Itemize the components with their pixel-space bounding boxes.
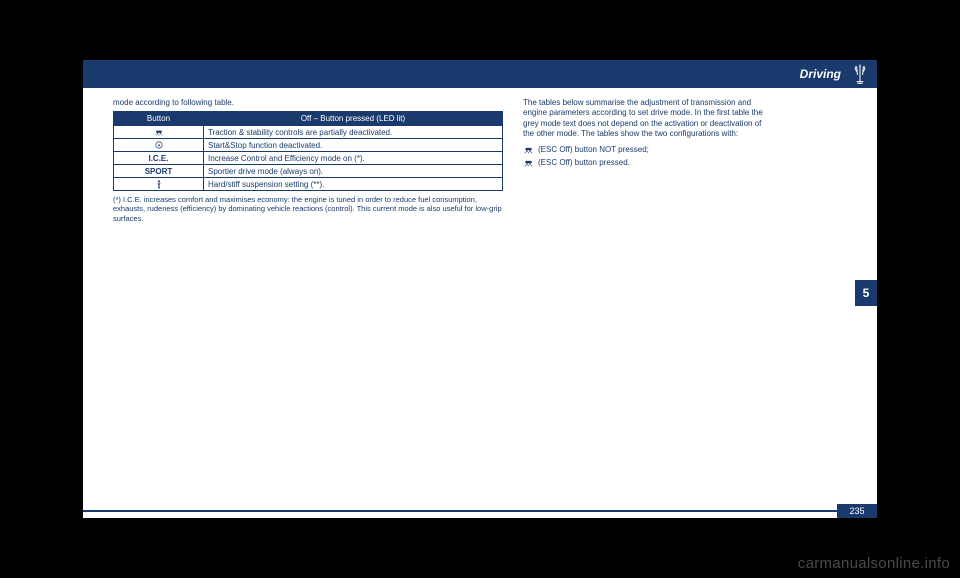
- legend-item: (ESC Off) button pressed.: [523, 157, 773, 168]
- table-row: A Start&Stop function deactivated.: [114, 139, 503, 152]
- btn-cell: [114, 126, 204, 139]
- table-row: I.C.E. Increase Control and Efficiency m…: [114, 152, 503, 165]
- trident-logo: [851, 63, 869, 85]
- desc-cell: Start&Stop function deactivated.: [204, 139, 503, 152]
- desc-cell: Sportier drive mode (always on).: [204, 165, 503, 178]
- legend: (ESC Off) button NOT pressed; (ESC Off) …: [523, 144, 773, 168]
- legend-item: (ESC Off) button NOT pressed;: [523, 144, 773, 155]
- content-area: mode according to following table. Butto…: [113, 98, 773, 223]
- table-row: SPORT Sportier drive mode (always on).: [114, 165, 503, 178]
- watermark: carmanualsonline.info: [798, 555, 950, 572]
- right-column: The tables below summarise the adjustmen…: [523, 98, 773, 223]
- damper-icon: [154, 179, 164, 189]
- car-skid-icon: [154, 127, 164, 137]
- car-skid-icon: [523, 157, 534, 168]
- svg-text:A: A: [157, 143, 160, 147]
- table-header-row: Button Off – Button pressed (LED lit): [114, 112, 503, 126]
- footer-bar: 235: [83, 504, 877, 518]
- th-button: Button: [114, 112, 204, 126]
- page-number: 235: [837, 504, 877, 518]
- car-skid-icon: [523, 144, 534, 155]
- desc-cell: Traction & stability controls are partia…: [204, 126, 503, 139]
- modes-table: Button Off – Button pressed (LED lit) Tr…: [113, 111, 503, 191]
- legend-text: (ESC Off) button pressed.: [538, 158, 630, 167]
- right-paragraph: The tables below summarise the adjustmen…: [523, 98, 773, 140]
- header-bar: Driving: [83, 60, 877, 88]
- btn-cell: A: [114, 139, 204, 152]
- table-row: Hard/stiff suspension setting (**).: [114, 178, 503, 191]
- desc-cell: Increase Control and Efficiency mode on …: [204, 152, 503, 165]
- footnote: (*) I.C.E. increases comfort and maximis…: [113, 195, 503, 223]
- start-stop-icon: A: [154, 140, 164, 150]
- section-title: Driving: [800, 67, 841, 81]
- left-column: mode according to following table. Butto…: [113, 98, 503, 223]
- intro-text: mode according to following table.: [113, 98, 503, 107]
- footer-line: [83, 510, 837, 518]
- manual-page: Driving mode according to following tabl…: [83, 60, 877, 518]
- btn-cell: SPORT: [114, 165, 204, 178]
- btn-cell: I.C.E.: [114, 152, 204, 165]
- desc-cell: Hard/stiff suspension setting (**).: [204, 178, 503, 191]
- th-desc: Off – Button pressed (LED lit): [204, 112, 503, 126]
- table-row: Traction & stability controls are partia…: [114, 126, 503, 139]
- btn-cell: [114, 178, 204, 191]
- chapter-tab: 5: [855, 280, 877, 306]
- legend-text: (ESC Off) button NOT pressed;: [538, 145, 649, 154]
